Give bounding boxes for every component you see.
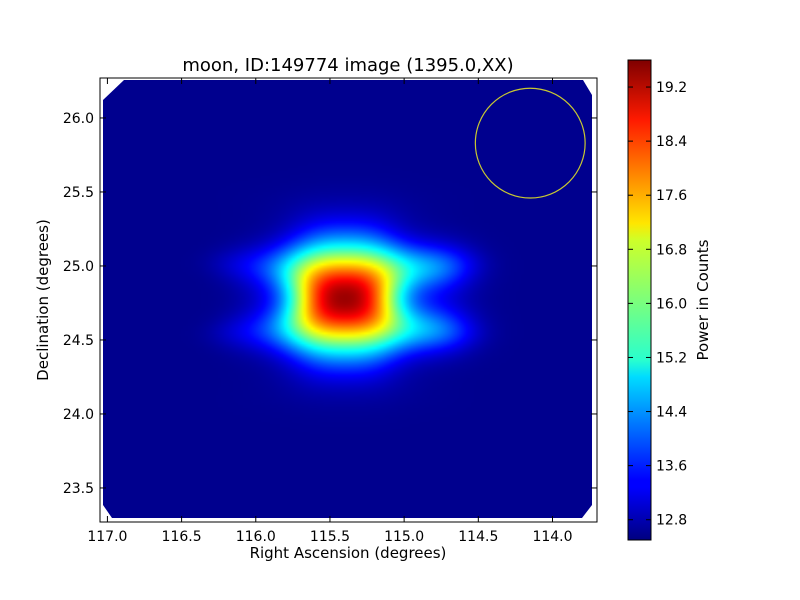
x-tick-label: 114.5: [458, 529, 498, 545]
y-axis-label: Declination (degrees): [34, 219, 52, 381]
colorbar-tick-label: 16.8: [656, 242, 687, 258]
x-tick-label: 114.0: [532, 529, 572, 545]
colorbar-tick-label: 16.0: [656, 296, 687, 312]
colorbar-tick-label: 13.6: [656, 459, 687, 475]
chart-title: moon, ID:149774 image (1395.0,XX): [182, 55, 513, 76]
x-axis-ticks: 117.0 116.5 116.0 115.5 115.0 114.5 114.0: [87, 78, 573, 545]
y-tick-label: 24.5: [63, 333, 94, 349]
x-tick-label: 115.5: [310, 529, 350, 545]
x-tick-label: 115.0: [384, 529, 424, 545]
colorbar-label: Power in Counts: [694, 239, 712, 360]
colorbar-tick-label: 15.2: [656, 350, 687, 366]
x-tick-label: 116.0: [236, 529, 276, 545]
beam-circle: [474, 87, 586, 199]
x-axis-label: Right Ascension (degrees): [250, 544, 447, 562]
colorbar-gradient: [627, 59, 652, 541]
colorbar-tick-label: 18.4: [656, 134, 687, 150]
colorbar-tick-label: 17.6: [656, 188, 687, 204]
colorbar: 12.8 13.6 14.4 15.2 16.0 16.8 17.6 18.4 19.2: [627, 59, 687, 541]
colorbar-tick-label: 12.8: [656, 513, 687, 529]
plot-frame: [99, 77, 598, 523]
heatmap-image: [103, 80, 592, 518]
y-tick-label: 25.5: [63, 185, 94, 201]
x-tick-label: 116.5: [162, 529, 202, 545]
plot-area: 117.0 116.5 116.0 115.5 115.0 114.5 114.0 23.5…: [63, 77, 598, 545]
x-tick-label: 117.0: [87, 529, 127, 545]
colorbar-tick-label: 19.2: [656, 80, 687, 96]
y-tick-label: 23.5: [63, 481, 94, 497]
y-tick-label: 26.0: [63, 111, 94, 127]
y-tick-label: 24.0: [63, 407, 94, 423]
y-tick-label: 25.0: [63, 259, 94, 275]
colorbar-ticks: 12.8 13.6 14.4 15.2 16.0 16.8 17.6 18.4 19.2: [628, 80, 687, 529]
colorbar-tick-label: 14.4: [656, 405, 687, 421]
y-axis-ticks: 23.5 24.0 24.5 25.0 25.5 26.0: [63, 111, 597, 497]
